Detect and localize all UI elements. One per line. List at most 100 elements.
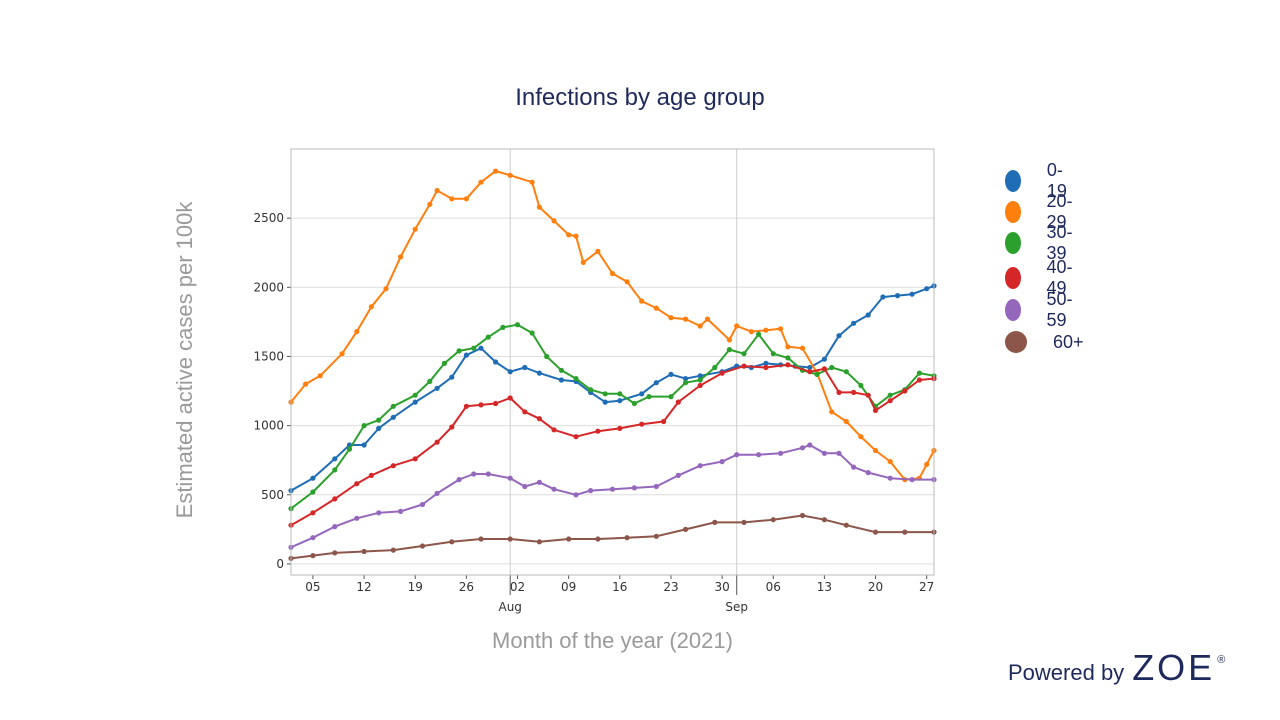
y-tick-label: 2500: [253, 211, 284, 225]
data-point: [449, 196, 455, 202]
data-point: [902, 388, 908, 394]
legend-label: 40-49: [1046, 257, 1073, 298]
data-point: [332, 524, 338, 530]
data-point: [807, 442, 813, 448]
data-point: [354, 329, 360, 335]
data-point: [580, 259, 586, 265]
data-point: [763, 360, 769, 366]
data-point: [675, 399, 681, 405]
data-point: [573, 233, 579, 239]
x-tick-label: 19: [408, 580, 423, 594]
data-point: [865, 392, 871, 398]
data-point: [354, 515, 360, 521]
data-point: [558, 377, 565, 383]
plot-area: [291, 149, 934, 575]
data-point: [588, 387, 594, 393]
data-point: [522, 409, 528, 415]
data-point: [339, 351, 345, 357]
data-point: [697, 382, 703, 389]
data-point: [851, 320, 857, 326]
zoe-logo: ZOE: [1132, 647, 1216, 688]
month-label: Sep: [725, 600, 748, 614]
data-point: [872, 529, 879, 535]
x-tick-label: 23: [663, 580, 678, 594]
data-point: [310, 475, 316, 481]
y-tick-label: 1000: [253, 419, 284, 433]
data-point: [785, 355, 791, 361]
data-point: [821, 366, 828, 372]
data-point: [675, 472, 681, 478]
data-point: [478, 536, 484, 542]
data-point: [741, 351, 747, 357]
data-point: [310, 553, 316, 559]
data-point: [602, 391, 608, 397]
legend-marker: [1005, 201, 1021, 223]
data-point: [456, 348, 462, 354]
legend-item: 30-39: [1005, 222, 1079, 263]
x-tick-label: 13: [817, 580, 832, 594]
data-point: [631, 400, 638, 407]
data-point: [726, 347, 733, 353]
legend-marker: [1005, 170, 1021, 192]
legend-marker: [1005, 232, 1021, 254]
data-point: [799, 512, 806, 519]
data-point: [719, 370, 725, 376]
x-tick-label: 16: [612, 580, 627, 594]
data-point: [390, 403, 396, 409]
data-point: [449, 539, 455, 545]
data-point: [390, 463, 396, 469]
legend-label: 30-39: [1046, 222, 1073, 263]
data-point: [770, 351, 776, 357]
data-point: [916, 377, 923, 383]
data-point: [799, 345, 806, 351]
legend-label: 50-59: [1046, 289, 1073, 330]
data-point: [719, 459, 725, 465]
data-point: [639, 298, 645, 304]
data-point: [434, 385, 440, 391]
data-point: [624, 279, 630, 285]
data-point: [507, 369, 513, 375]
data-point: [887, 398, 893, 404]
data-point: [851, 464, 857, 470]
data-point: [566, 536, 572, 542]
data-point: [500, 324, 506, 330]
legend-label: 60+: [1053, 331, 1084, 352]
data-point: [858, 434, 864, 440]
month-label: Aug: [498, 600, 521, 614]
x-tick-label: 30: [714, 580, 729, 594]
chart-title: Infections by age group: [515, 84, 765, 111]
data-point: [434, 439, 440, 445]
data-point: [317, 373, 323, 379]
data-point: [536, 416, 543, 422]
data-point: [471, 471, 477, 477]
data-point: [843, 522, 849, 528]
data-point: [865, 470, 871, 476]
data-point: [763, 327, 769, 333]
data-point: [617, 398, 623, 404]
data-point: [522, 483, 528, 490]
data-point: [865, 312, 871, 318]
data-point: [588, 488, 594, 494]
data-point: [617, 391, 623, 397]
data-point: [887, 459, 893, 465]
data-point: [361, 442, 367, 448]
series-line: [290, 514, 934, 560]
y-tick-label: 0: [276, 557, 284, 571]
data-point: [916, 370, 923, 376]
data-point: [799, 445, 806, 451]
plot-frame: [290, 148, 935, 576]
y-tick-label: 2000: [253, 280, 284, 294]
data-point: [683, 376, 689, 382]
data-point: [310, 535, 316, 541]
data-point: [602, 399, 608, 405]
data-point: [836, 450, 842, 456]
x-tick-label: 27: [919, 580, 934, 594]
data-point: [653, 380, 659, 386]
data-point: [872, 447, 879, 454]
data-point: [909, 477, 915, 483]
x-tick-label: 06: [766, 580, 781, 594]
data-point: [514, 322, 521, 328]
data-point: [449, 374, 455, 380]
data-point: [807, 364, 813, 371]
data-point: [376, 417, 382, 423]
